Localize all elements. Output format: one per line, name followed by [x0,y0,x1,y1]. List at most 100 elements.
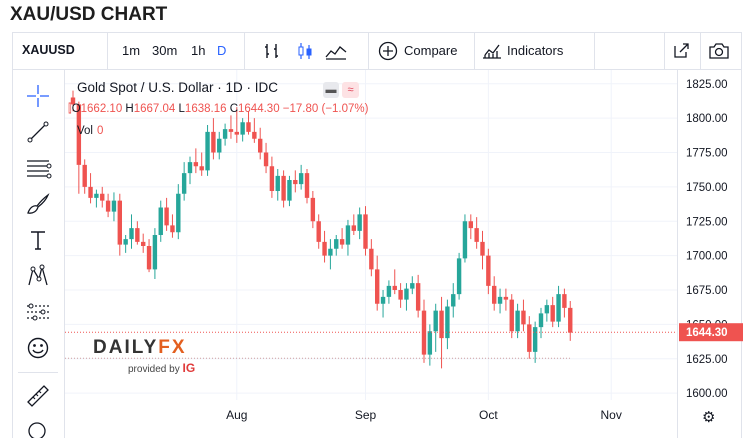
prediction-tool-icon[interactable] [24,298,52,326]
compare-icon[interactable] [378,32,398,69]
candle [269,156,275,198]
crosshair-icon[interactable] [24,82,52,110]
zoom-in-icon[interactable] [24,418,52,438]
candle [263,142,269,174]
candle-body [281,175,286,201]
indicators-button[interactable]: Indicators [507,43,564,58]
area-style-icon[interactable] [325,32,347,69]
candle-body [421,310,427,355]
candle [164,197,169,231]
emoji-icon[interactable] [24,334,52,362]
chart-pane[interactable]: Aug Sep Oct Nov [65,70,677,438]
text-tool-icon[interactable] [24,226,52,254]
price-axis[interactable]: 1600.001625.001650.001675.001700.001725.… [677,70,743,438]
candle-body [392,285,397,290]
candle-body [427,331,433,355]
toolbar-divider [18,372,58,373]
candle-body [345,225,351,245]
trend-line-icon[interactable] [24,118,52,146]
candle [234,107,239,143]
volume-value: 0 [97,125,104,137]
camera-snapshot-icon[interactable] [708,32,730,69]
candle-body [544,305,550,314]
toolbar-divider [244,32,245,69]
pattern-tool-icon[interactable] [24,262,52,290]
candle-body [298,173,304,185]
candlestick-chart[interactable]: Aug Sep Oct Nov [65,70,677,438]
candle-body [141,241,146,246]
candle-body [217,138,222,153]
ruler-icon[interactable] [24,382,52,410]
candle-body [117,200,122,245]
candle [398,283,403,308]
symbol-search-button[interactable]: XAUUSD [22,43,75,57]
candle-body [222,129,228,139]
open-value: 1662.10 [80,103,123,115]
timeframe-1h-button[interactable]: 1h [191,43,206,58]
candle-body [456,258,462,295]
candle [462,214,468,263]
candle-body [538,313,544,328]
candle-body [562,294,567,308]
candle-body [123,239,128,245]
candle [415,274,421,318]
candle [334,235,339,256]
candle-body [129,228,134,240]
candle [527,316,532,359]
candle-body [258,138,263,153]
candle [228,115,234,139]
wave-icon[interactable]: ≈ [342,82,359,98]
horizontal-lines-icon[interactable] [24,154,52,182]
candle-body [521,310,526,325]
bars-style-icon[interactable] [262,32,282,69]
candle [427,324,433,366]
last-price-tag [679,323,743,342]
low-value: 1638.16 [184,103,227,115]
settings-gear-icon[interactable]: ⚙ [702,408,715,426]
y-tick-label: 1725.00 [686,216,728,228]
provided-by-text: provided by [128,364,180,375]
candle [363,206,368,256]
close-value: 1644.30 [238,103,280,115]
x-tick-label: Aug [226,408,247,422]
candle [550,296,555,328]
candles-style-icon[interactable] [295,32,315,69]
candle-body [146,246,152,270]
candle-body [193,162,199,167]
candle [135,221,140,245]
candle-body [187,162,193,174]
candle [380,290,386,318]
compare-button[interactable]: Compare [404,43,458,58]
candle [217,131,222,160]
candle [375,255,380,311]
open-key: O [71,103,81,115]
high-key: H [125,103,134,115]
candle [433,303,438,352]
ig-logo: IG [182,361,196,375]
candle-body [252,131,257,139]
candle-body [316,221,321,242]
candle-body [334,239,339,249]
candle [205,125,210,176]
volume-label: Vol [77,125,93,137]
candle [410,276,415,295]
y-tick-label: 1625.00 [686,354,728,366]
candle-body [386,285,392,297]
x-tick-label: Sep [355,408,377,422]
fullscreen-popout-icon[interactable] [671,32,691,69]
timeframe-d-button[interactable]: D [217,43,227,58]
candle-body [468,221,473,229]
timeframe-1m-button[interactable]: 1m [122,43,141,58]
candle [82,159,87,194]
collapse-legend-icon[interactable]: ▬ [323,82,339,98]
indicators-icon[interactable] [481,32,503,69]
dailyfx-logo: DAILYFX provided by IG [93,337,195,375]
y-tick-label: 1750.00 [686,182,728,194]
high-value: 1667.04 [133,103,176,115]
low-key: L [178,103,185,115]
candle [328,239,333,270]
timeframe-30m-button[interactable]: 30m [152,43,178,58]
change-value: −17.80 (−1.07%) [282,103,369,115]
candle [187,156,193,185]
brush-icon[interactable] [24,190,52,218]
